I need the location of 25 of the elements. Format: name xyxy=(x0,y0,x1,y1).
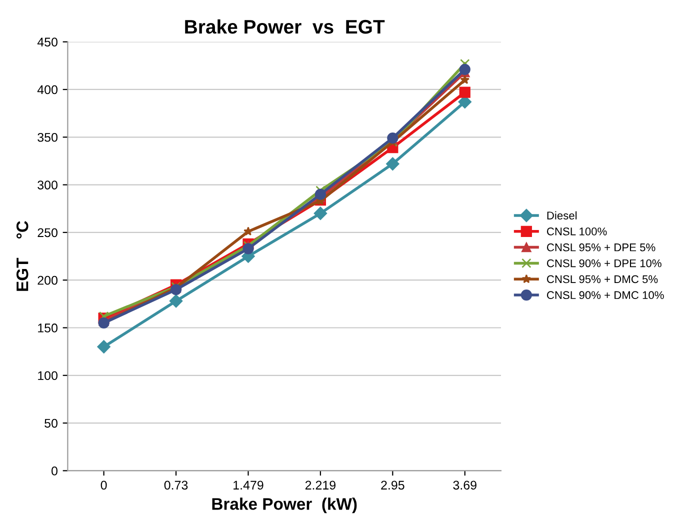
x-tick-label: 0.73 xyxy=(164,480,188,490)
y-tick-label: 450 xyxy=(37,38,58,46)
legend-label: CNSL 90% + DPE 10% xyxy=(546,259,662,268)
x-tick-label: 2.219 xyxy=(305,480,336,490)
y-tick-label: 200 xyxy=(38,276,58,285)
x-tick-label: 3.69 xyxy=(453,480,476,490)
y-tick-label: 0 xyxy=(52,466,58,476)
y-tick-label: 350 xyxy=(38,132,58,142)
x-tick-label: 1.479 xyxy=(234,480,264,490)
x-axis-title: Brake Power (kW) xyxy=(212,498,357,514)
y-tick-label: 400 xyxy=(37,85,58,94)
chart-title: Brake Power vs EGT xyxy=(185,19,385,34)
y-tick-label: 300 xyxy=(38,180,58,190)
legend-label: Diesel xyxy=(547,211,577,220)
legend-label: CNSL 95% + DPE 5% xyxy=(546,243,656,252)
legend-label: CNSL 90% + DMC 10% xyxy=(546,291,664,300)
x-tick-label: 0 xyxy=(100,480,107,490)
y-tick-label: 250 xyxy=(38,228,58,238)
y-tick-label: 50 xyxy=(44,418,58,428)
legend-label: CNSL 100% xyxy=(546,228,607,236)
x-tick-label: 2.95 xyxy=(381,480,404,490)
y-axis-title: EGT °C xyxy=(16,220,28,291)
legend-label: CNSL 95% + DMC 5% xyxy=(546,275,658,284)
y-tick-label: 100 xyxy=(38,371,58,380)
y-tick-label: 150 xyxy=(38,324,58,332)
